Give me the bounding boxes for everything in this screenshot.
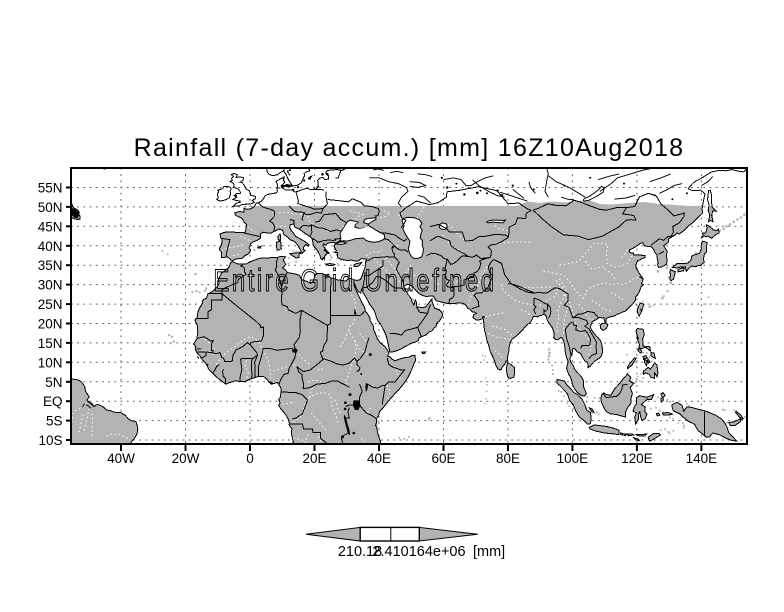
- svg-text:40E: 40E: [367, 451, 391, 466]
- svg-text:80E: 80E: [496, 451, 520, 466]
- svg-text:210.18: 210.18: [338, 544, 382, 560]
- svg-text:[mm]: [mm]: [473, 544, 505, 560]
- svg-text:45N: 45N: [38, 219, 63, 234]
- svg-text:Rainfall (7-day accum.) [mm] 1: Rainfall (7-day accum.) [mm] 16Z10Aug201…: [134, 134, 685, 162]
- svg-text:30N: 30N: [38, 278, 63, 293]
- svg-text:55N: 55N: [38, 181, 63, 196]
- svg-text:35N: 35N: [38, 258, 63, 273]
- svg-text:120E: 120E: [621, 451, 653, 466]
- svg-text:100E: 100E: [557, 451, 589, 466]
- svg-text:0: 0: [246, 451, 254, 466]
- svg-text:10N: 10N: [38, 355, 63, 370]
- svg-text:20N: 20N: [38, 317, 63, 332]
- svg-text:50N: 50N: [38, 200, 63, 215]
- svg-text:60E: 60E: [431, 451, 455, 466]
- svg-text:Entire Grid Undefined: Entire Grid Undefined: [213, 263, 496, 298]
- svg-text:EQ: EQ: [43, 394, 63, 409]
- svg-text:25N: 25N: [38, 297, 63, 312]
- svg-text:2.410164e+06: 2.410164e+06: [372, 544, 465, 560]
- svg-text:5N: 5N: [45, 375, 62, 390]
- svg-text:5S: 5S: [46, 414, 63, 429]
- svg-text:40N: 40N: [38, 239, 63, 254]
- svg-text:10S: 10S: [38, 433, 62, 448]
- svg-text:140E: 140E: [686, 451, 718, 466]
- svg-text:20E: 20E: [302, 451, 326, 466]
- svg-text:15N: 15N: [38, 336, 63, 351]
- svg-text:40W: 40W: [107, 451, 135, 466]
- svg-text:20W: 20W: [172, 451, 200, 466]
